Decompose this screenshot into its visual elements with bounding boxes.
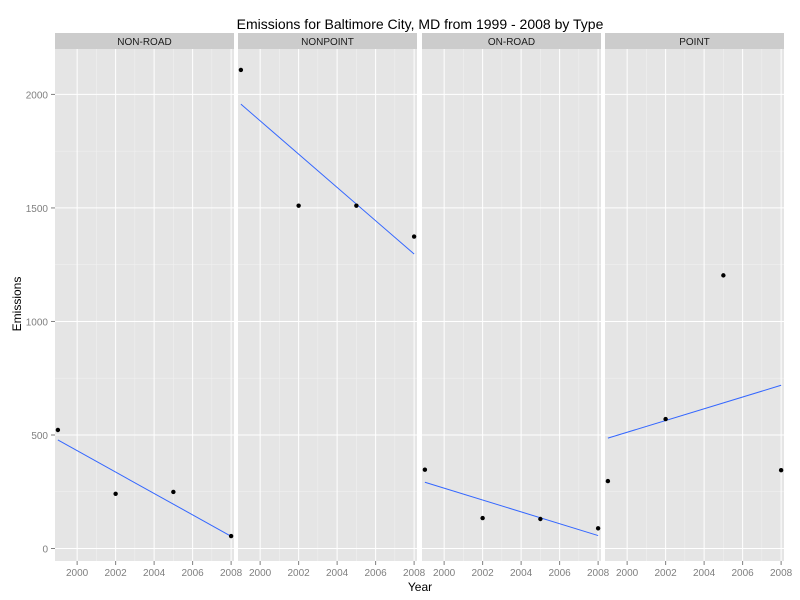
panel-background bbox=[55, 49, 234, 561]
x-tick-label: 2004 bbox=[326, 568, 349, 579]
x-tick-label: 2002 bbox=[655, 568, 678, 579]
x-tick-label: 2004 bbox=[693, 568, 716, 579]
data-point bbox=[228, 533, 234, 539]
y-tick-label: 2000 bbox=[26, 90, 49, 101]
facet-panels: 0 500 1000 1500 2000 NON-ROAD 2000 2002 2004 2006… bbox=[26, 33, 793, 579]
x-tick-label: 2008 bbox=[770, 568, 793, 579]
x-tick-label: 2000 bbox=[433, 568, 456, 579]
data-point bbox=[422, 467, 428, 472]
y-tick-label: 0 bbox=[42, 545, 48, 556]
x-tick-label: 2006 bbox=[548, 568, 571, 579]
data-point bbox=[171, 489, 176, 495]
x-tick-label: 2002 bbox=[288, 568, 311, 579]
x-tick-label: 2000 bbox=[616, 568, 639, 579]
facet-panel: ON-ROAD 2000 2002 2004 2006 2008 bbox=[422, 33, 610, 579]
facet-strip bbox=[422, 33, 601, 49]
panel-background bbox=[605, 49, 784, 561]
x-tick-label: 2008 bbox=[587, 568, 610, 579]
data-point bbox=[663, 416, 668, 422]
x-axis-label: Year bbox=[408, 580, 432, 594]
data-point bbox=[721, 273, 726, 278]
facet-panel: NONPOINT 2000 2002 2004 2006 2008 bbox=[238, 33, 426, 579]
trend-line bbox=[424, 481, 599, 537]
trend-line bbox=[607, 384, 782, 439]
facet-strip bbox=[55, 33, 234, 49]
x-tick-label: 2006 bbox=[181, 568, 204, 579]
facet-panel: NON-ROAD 2000 2002 2004 2006 2008 bbox=[55, 33, 243, 579]
x-tick-label: 2006 bbox=[731, 568, 754, 579]
facet-panel: POINT 2000 2002 2004 2006 2008 bbox=[605, 33, 793, 579]
facet-strip-label: ON-ROAD bbox=[488, 37, 535, 48]
x-tick-label: 2004 bbox=[510, 568, 533, 579]
x-tick-label: 2000 bbox=[249, 568, 272, 579]
data-point bbox=[238, 67, 244, 73]
facet-strip-label: NONPOINT bbox=[301, 37, 354, 48]
y-tick-label: 500 bbox=[31, 431, 48, 442]
data-point bbox=[605, 478, 611, 484]
data-point bbox=[480, 515, 485, 521]
data-point bbox=[296, 203, 301, 208]
x-tick-label: 2004 bbox=[143, 568, 166, 579]
trend-line bbox=[240, 103, 415, 255]
x-tick-label: 2002 bbox=[105, 568, 128, 579]
data-point bbox=[595, 526, 601, 531]
data-point bbox=[778, 467, 784, 473]
data-point bbox=[113, 491, 118, 496]
facet-strip bbox=[238, 33, 417, 49]
y-tick-label: 1500 bbox=[26, 204, 49, 215]
data-point bbox=[411, 234, 417, 239]
x-tick-label: 2006 bbox=[364, 568, 387, 579]
facet-strip-label: NON-ROAD bbox=[117, 37, 171, 48]
facet-strip bbox=[605, 33, 784, 49]
panel-background bbox=[238, 49, 417, 561]
data-point bbox=[354, 203, 359, 208]
data-point bbox=[55, 427, 61, 433]
trend-line bbox=[57, 439, 232, 537]
y-tick-label: 1000 bbox=[26, 317, 49, 328]
x-tick-label: 2008 bbox=[220, 568, 243, 579]
x-tick-label: 2002 bbox=[472, 568, 495, 579]
facet-strip-label: POINT bbox=[679, 37, 710, 48]
x-tick-label: 2000 bbox=[66, 568, 89, 579]
panel-background bbox=[422, 49, 601, 561]
x-tick-label: 2008 bbox=[403, 568, 426, 579]
chart-title: Emissions for Baltimore City, MD from 19… bbox=[237, 16, 604, 32]
data-point bbox=[538, 516, 543, 522]
y-axis-label: Emissions bbox=[10, 277, 24, 332]
